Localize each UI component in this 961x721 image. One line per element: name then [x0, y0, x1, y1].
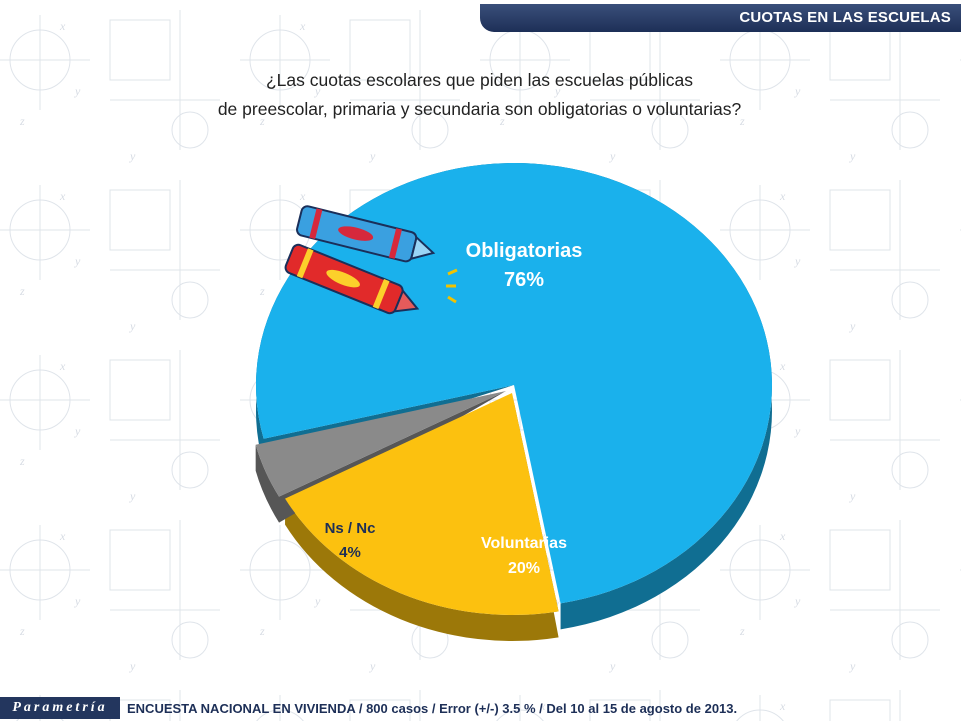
pie-slice-1	[285, 393, 559, 615]
header-bar: CUOTAS EN LAS ESCUELAS	[480, 4, 961, 32]
pie-top	[255, 163, 772, 615]
slice-value-0: 76%	[504, 269, 544, 291]
slice-label-2: Ns / Nc	[325, 520, 376, 537]
crayons-illustration	[284, 205, 458, 315]
slice-value-2: 4%	[339, 544, 361, 561]
question-line-1: ¿Las cuotas escolares que piden las escu…	[265, 70, 694, 90]
header-title: CUOTAS EN LAS ESCUELAS	[739, 9, 951, 26]
footer-note: ENCUESTA NACIONAL EN VIVIENDA / 800 caso…	[127, 701, 738, 716]
slice-value-1: 20%	[508, 560, 540, 577]
pie-slice-2	[255, 391, 506, 497]
pie-slice-0	[256, 163, 772, 604]
pie-slice-side-1	[285, 393, 559, 641]
slice-label-1: Voluntarias	[481, 535, 567, 552]
footer-logo: Parametría	[0, 697, 120, 719]
slice-label-0: Obligatorias	[466, 240, 583, 262]
pie-labels: Obligatorias 76% Voluntarias 20% Ns / Nc 4%	[325, 240, 583, 577]
question-text: ¿Las cuotas escolares que piden las escu…	[0, 66, 961, 124]
question-line-2: de preescolar, primaria y secundaria son…	[217, 99, 742, 119]
